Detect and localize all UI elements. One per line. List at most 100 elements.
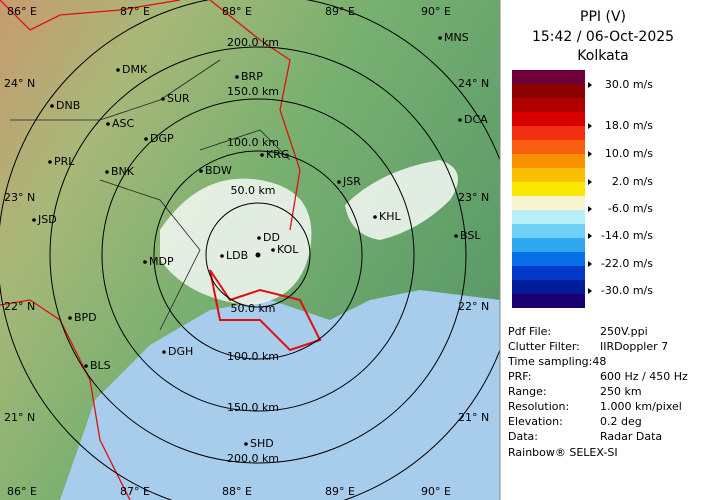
range-ring [49,46,467,464]
range-label: 150.0 km [227,401,279,414]
range-label: 100.0 km [227,136,279,149]
colorbar-tick [588,206,592,212]
echo [160,178,312,305]
colorbar-swatch [512,168,585,182]
city-dot [260,153,264,157]
station: Kolkata [577,48,628,64]
colorbar-label: 30.0 m/s [605,78,653,91]
colorbar-swatch [512,238,585,252]
colorbar-tick [588,151,592,157]
info-key: Resolution: [508,400,569,413]
range-ring [205,202,311,308]
range-label: 150.0 km [227,85,279,98]
city-dot [257,236,261,240]
colorbar-swatch [512,252,585,266]
colorbar-swatch [512,196,585,210]
city-dot [144,137,148,141]
city-label: BRP [241,70,263,83]
longitude-label: 86° E [7,485,37,498]
city-label: LDB [226,249,248,262]
latitude-label: 24° N [4,77,35,90]
city-dot [220,254,224,258]
city-label: BNK [111,165,135,178]
info-value: Radar Data [600,430,662,443]
city-label: DMK [122,63,148,76]
colorbar-swatch [512,280,585,294]
longitude-label: 90° E [421,5,451,18]
echo [345,160,458,240]
longitude-label: 89° E [325,5,355,18]
city-label: BDW [205,164,232,177]
info-value: IIRDoppler 7 [600,340,668,353]
longitude-label: 90° E [421,485,451,498]
latitude-label: 23° N [458,191,489,204]
city-label: KHL [379,210,401,223]
border [0,0,301,500]
city-dot [143,260,147,264]
range-ring [101,98,415,412]
city-label: ASC [112,117,135,130]
city-label: MNS [444,31,469,44]
city-dot [68,316,72,320]
longitude-label: 88° E [222,5,252,18]
city-dot [199,169,203,173]
city-label: MDP [149,255,174,268]
info-key: Elevation: [508,415,563,428]
range-label: 100.0 km [227,350,279,363]
colorbar-swatch [512,266,585,280]
longitude-label: 87° E [120,5,150,18]
city-label: DGH [168,345,193,358]
city-label: BSL [460,229,481,242]
info-key: Data: [508,430,538,443]
colorbar-swatch [512,224,585,238]
city-label: DD [263,231,280,244]
city-label: DGP [150,132,174,145]
colorbar-swatch [512,182,585,196]
info-key: Clutter Filter: [508,340,580,353]
city-dot [244,442,248,446]
footer: Rainbow® SELEX-SI [508,446,618,459]
city-dot [458,118,462,122]
product-title: PPI (V) [580,9,626,25]
colorbar-swatch [512,70,585,84]
longitude-label: 87° E [120,485,150,498]
latitude-label: 23° N [4,191,35,204]
longitude-label: 89° E [325,485,355,498]
range-label: 200.0 km [227,452,279,465]
colorbar-swatch [512,140,585,154]
colorbar-label: -30.0 m/s [601,284,653,297]
info-key: Range: [508,385,547,398]
city-dot [84,364,88,368]
city-dot [438,36,442,40]
colorbar-tick [588,179,592,185]
city-dot [32,218,36,222]
colorbar-tick [588,82,592,88]
latitude-label: 21° N [4,411,35,424]
colorbar-swatch [512,84,585,98]
colorbar-swatch [512,126,585,140]
colorbar-label: -22.0 m/s [601,257,653,270]
city-dot [48,160,52,164]
city-label: JSR [342,175,361,188]
city-label: SUR [167,92,190,105]
city-dot [161,97,165,101]
latitude-label: 21° N [458,411,489,424]
colorbar-swatch [512,154,585,168]
latitude-label: 22° N [458,300,489,313]
range-label: 50.0 km [230,302,275,315]
colorbar-label: -6.0 m/s [608,202,653,215]
colorbar-swatch [512,112,585,126]
info-value: 250 km [600,385,642,398]
info-value: 250V.ppi [600,325,648,338]
range-label: 200.0 km [227,36,279,49]
timestamp: 15:42 / 06-Oct-2025 [532,29,674,45]
colorbar-tick [588,261,592,267]
coastline [209,269,322,352]
info-key: Time sampling:48 [507,355,606,368]
city-dot [271,248,275,252]
info-value: 600 Hz / 450 Hz [600,370,688,383]
colorbar-tick [588,288,592,294]
city-dot [454,234,458,238]
colorbar-label: 2.0 m/s [612,175,653,188]
